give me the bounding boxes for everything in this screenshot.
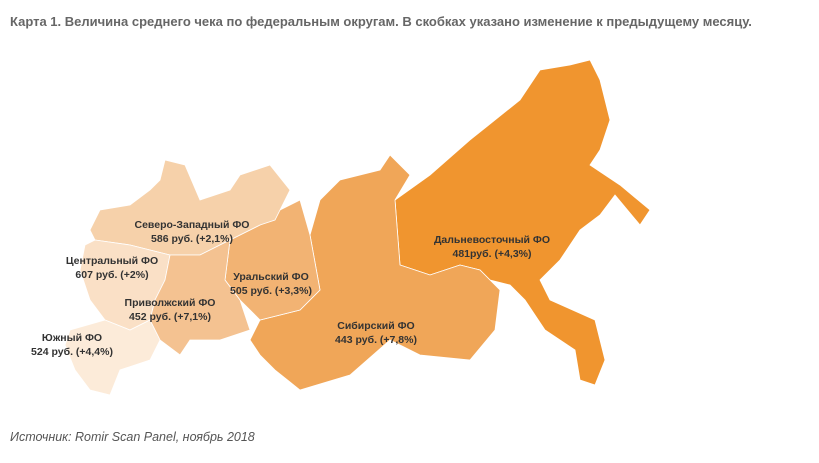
source-note: Источник: Romir Scan Panel, ноябрь 2018 [10, 430, 255, 444]
region-name: Северо-Западный ФО [135, 219, 250, 231]
region-value: 607 руб. (+2%) [75, 269, 148, 281]
region-siberia [249, 154, 501, 391]
region-name: Уральский ФО [233, 271, 309, 283]
region-labels: Северо-Западный ФО 586 руб. (+2,1%) Цент… [31, 219, 550, 358]
region-name: Центральный ФО [66, 255, 158, 267]
map-title: Карта 1. Величина среднего чека по федер… [10, 14, 752, 29]
map [64, 59, 651, 396]
region-name: Дальневосточный ФО [434, 234, 550, 246]
region-value: 586 руб. (+2,1%) [151, 233, 233, 245]
region-value: 443 руб. (+7,8%) [335, 334, 417, 346]
region-far-east [394, 59, 651, 386]
region-volga [149, 239, 251, 356]
region-value: 481руб. (+4,3%) [452, 248, 531, 260]
region-name: Сибирский ФО [337, 320, 414, 332]
region-south [64, 319, 161, 396]
region-value: 452 руб. (+7,1%) [129, 311, 211, 323]
region-name: Южный ФО [42, 332, 102, 344]
region-name: Приволжский ФО [125, 297, 216, 309]
region-value: 505 руб. (+3,3%) [230, 285, 312, 297]
region-value: 524 руб. (+4,4%) [31, 346, 113, 358]
